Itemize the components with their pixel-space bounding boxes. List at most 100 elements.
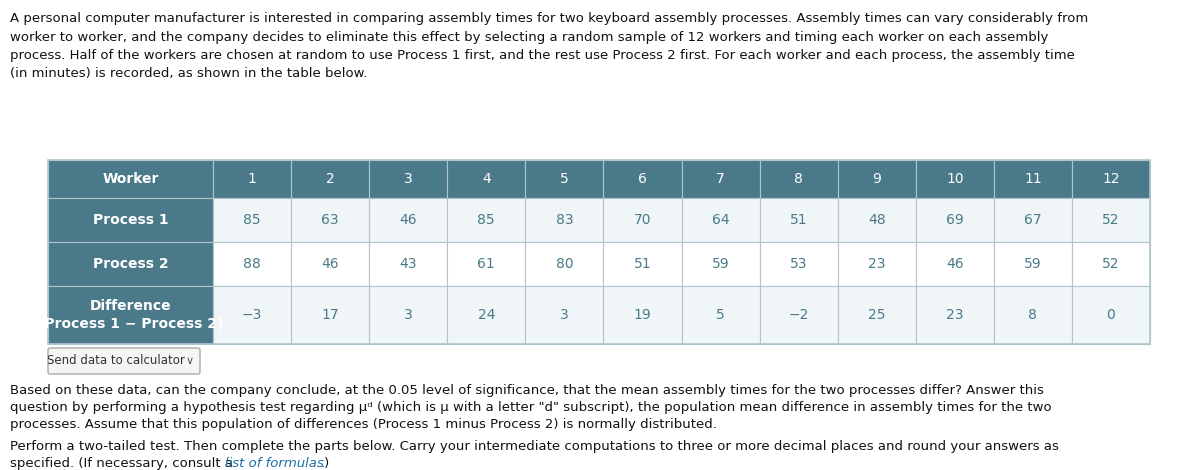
Text: 59: 59 (712, 257, 730, 271)
Bar (448, 242, 526, 286)
Bar (48, 160, 1150, 344)
Text: 59: 59 (1024, 257, 1042, 271)
Text: 3: 3 (560, 308, 569, 322)
Text: 4: 4 (482, 172, 491, 186)
Bar (214, 160, 292, 198)
Text: 48: 48 (868, 213, 886, 227)
Text: ∨: ∨ (186, 356, 194, 366)
Bar (292, 242, 370, 286)
Text: processes. Assume that this population of differences (Process 1 minus Process 2: processes. Assume that this population o… (10, 418, 716, 431)
Text: 9: 9 (872, 172, 881, 186)
Bar (838, 242, 916, 286)
Text: 53: 53 (790, 257, 808, 271)
Bar (448, 160, 526, 198)
Text: Worker: Worker (102, 172, 158, 186)
Text: 51: 51 (634, 257, 652, 271)
Text: 17: 17 (322, 308, 338, 322)
Text: question by performing a hypothesis test regarding μᵈ (which is μ with a letter : question by performing a hypothesis test… (10, 401, 1051, 414)
Text: 2: 2 (325, 172, 335, 186)
Text: 85: 85 (478, 213, 496, 227)
Bar (214, 242, 292, 286)
Bar (1072, 160, 1150, 198)
Text: 5: 5 (560, 172, 569, 186)
Text: 67: 67 (1024, 213, 1042, 227)
Text: 83: 83 (556, 213, 574, 227)
Text: 46: 46 (400, 213, 418, 227)
Text: 80: 80 (556, 257, 574, 271)
Bar (760, 242, 838, 286)
Text: −2: −2 (788, 308, 809, 322)
Bar (760, 160, 838, 198)
Text: 64: 64 (712, 213, 730, 227)
Text: 23: 23 (868, 257, 886, 271)
Bar (292, 286, 370, 344)
Text: 10: 10 (946, 172, 964, 186)
Bar (838, 198, 916, 242)
Bar (292, 160, 370, 198)
Bar (994, 286, 1072, 344)
Bar (526, 286, 604, 344)
Bar (916, 242, 994, 286)
Text: 88: 88 (244, 257, 260, 271)
Bar (370, 198, 448, 242)
Bar (838, 160, 916, 198)
Bar (604, 198, 682, 242)
Text: 46: 46 (946, 257, 964, 271)
Bar (48, 160, 214, 198)
Text: 52: 52 (1103, 257, 1120, 271)
Bar (994, 242, 1072, 286)
Text: −3: −3 (242, 308, 263, 322)
Bar (448, 198, 526, 242)
Text: list of formulas: list of formulas (226, 457, 324, 470)
Bar (1072, 286, 1150, 344)
Text: 8: 8 (794, 172, 803, 186)
Bar (604, 160, 682, 198)
Bar (1072, 242, 1150, 286)
Bar (214, 286, 292, 344)
Text: Difference
(Process 1 − Process 2): Difference (Process 1 − Process 2) (38, 299, 223, 331)
Text: 12: 12 (1102, 172, 1120, 186)
Text: 61: 61 (478, 257, 496, 271)
Bar (526, 198, 604, 242)
Text: 70: 70 (634, 213, 652, 227)
Text: Process 1: Process 1 (92, 213, 168, 227)
Text: 0: 0 (1106, 308, 1115, 322)
Bar (994, 198, 1072, 242)
Text: 24: 24 (478, 308, 496, 322)
Bar (370, 286, 448, 344)
Bar (916, 160, 994, 198)
Bar (448, 286, 526, 344)
Bar (48, 286, 214, 344)
Bar (526, 242, 604, 286)
Bar (760, 198, 838, 242)
Bar (48, 198, 214, 242)
Bar (214, 198, 292, 242)
Bar (604, 242, 682, 286)
Text: 3: 3 (404, 172, 413, 186)
Bar (604, 286, 682, 344)
Bar (682, 242, 760, 286)
Text: Send data to calculator: Send data to calculator (47, 354, 185, 368)
Text: 1: 1 (247, 172, 257, 186)
Text: 51: 51 (790, 213, 808, 227)
Bar (916, 198, 994, 242)
FancyBboxPatch shape (48, 348, 200, 374)
Bar (1072, 198, 1150, 242)
Text: Based on these data, can the company conclude, at the 0.05 level of significance: Based on these data, can the company con… (10, 384, 1044, 397)
Text: .): .) (322, 457, 330, 470)
Bar (682, 286, 760, 344)
Bar (292, 198, 370, 242)
Bar (838, 286, 916, 344)
Text: 43: 43 (400, 257, 416, 271)
Text: 5: 5 (716, 308, 725, 322)
Text: 8: 8 (1028, 308, 1037, 322)
Text: 23: 23 (946, 308, 964, 322)
Text: Perform a two-tailed test. Then complete the parts below. Carry your intermediat: Perform a two-tailed test. Then complete… (10, 440, 1058, 453)
Bar (48, 242, 214, 286)
Text: 7: 7 (716, 172, 725, 186)
Text: 3: 3 (404, 308, 413, 322)
Bar (994, 160, 1072, 198)
Text: 6: 6 (638, 172, 647, 186)
Text: Process 2: Process 2 (92, 257, 168, 271)
Text: 52: 52 (1103, 213, 1120, 227)
